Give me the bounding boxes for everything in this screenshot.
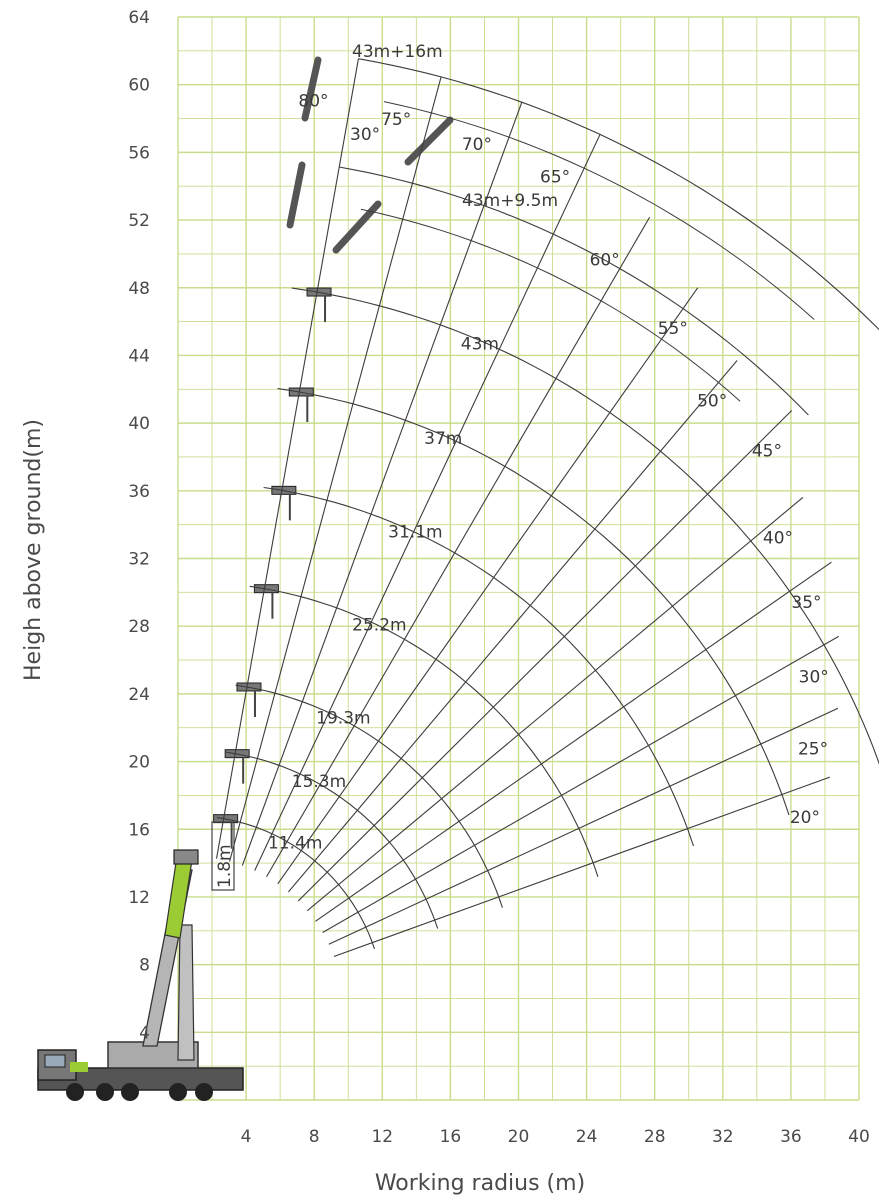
boom-length-arcs [216, 58, 879, 950]
angle-label: 55° [658, 319, 688, 339]
y-tick-label: 56 [128, 143, 150, 163]
y-tick-label: 44 [128, 346, 150, 366]
angle-line [266, 216, 651, 878]
boom-length-label: 11.4m [268, 834, 322, 854]
jib-angle-label: 30° [350, 125, 380, 145]
boom-length-label: 43m [461, 334, 499, 354]
angle-line [229, 76, 442, 862]
boom-length-label: 31.1m [388, 522, 442, 542]
angle-label: 40° [763, 528, 793, 548]
x-tick-label: 32 [712, 1127, 734, 1147]
y-tick-label: 4 [139, 1023, 150, 1043]
x-tick-label: 20 [508, 1127, 530, 1147]
y-tick-label: 16 [128, 820, 150, 840]
boom-length-arc [216, 817, 376, 950]
wheel [96, 1083, 114, 1101]
jib-arc-inner [360, 208, 741, 402]
x-axis-ticks: 4 8 12 16 20 24 28 32 36 40 [241, 1127, 870, 1147]
angle-label: 60° [590, 250, 620, 270]
y-tick-label: 20 [128, 753, 150, 773]
angle-label: 75° [381, 110, 411, 130]
y-tick-label: 32 [128, 550, 150, 570]
jib-section [301, 56, 322, 122]
y-tick-label: 36 [128, 482, 150, 502]
wheel [121, 1083, 139, 1101]
boom-length-arc [263, 486, 695, 847]
boom-length-arc [249, 585, 599, 877]
y-axis-title: Heigh above ground(m) [21, 419, 46, 681]
angle-label: 30° [799, 667, 829, 687]
x-tick-label: 40 [848, 1127, 870, 1147]
angle-label: 35° [791, 593, 821, 613]
angle-label: 70° [462, 135, 492, 155]
jib-offset-label: 1.8m [215, 844, 235, 888]
jib-config-label: 43m+16m [352, 42, 443, 62]
boom-length-label: 19.3m [316, 709, 370, 729]
green-stripe [70, 1062, 88, 1072]
boom-base-back [177, 924, 195, 1061]
cab-window [44, 1054, 66, 1068]
angle-line [297, 409, 793, 902]
angle-label: 65° [540, 167, 570, 187]
jib-section [286, 161, 306, 229]
wheel [66, 1083, 84, 1101]
y-tick-label: 52 [128, 211, 150, 231]
jib-arc [339, 166, 809, 416]
wheel [169, 1083, 187, 1101]
jib-section [332, 200, 382, 254]
angle-line [241, 102, 523, 866]
x-tick-label: 24 [576, 1127, 598, 1147]
x-tick-label: 16 [440, 1127, 462, 1147]
angle-label: 80° [298, 92, 328, 112]
boom-length-arc [226, 751, 439, 929]
angle-label: 45° [752, 441, 782, 461]
y-tick-label: 8 [139, 956, 150, 976]
x-tick-label: 4 [241, 1127, 252, 1147]
angle-line [215, 58, 359, 859]
jib-section [404, 116, 454, 166]
x-tick-label: 8 [309, 1127, 320, 1147]
jib-arc [358, 58, 879, 331]
angle-line [333, 776, 831, 958]
x-axis-title: Working radius (m) [375, 1171, 585, 1196]
y-tick-label: 48 [128, 279, 150, 299]
x-tick-label: 12 [371, 1127, 393, 1147]
angle-line [328, 707, 839, 945]
boom-length-arc [277, 388, 790, 816]
boom-tips [213, 56, 454, 849]
y-tick-label: 12 [128, 888, 150, 908]
curve-labels: 80° 75° 70° 65° 60° 55° 50° 45° 40° 35° 30° 25° 20° 1… [268, 42, 829, 854]
angle-line [287, 360, 738, 893]
angle-label: 50° [697, 391, 727, 411]
jib-config-label: 43m+9.5m [462, 191, 558, 211]
crane-truck [37, 849, 244, 1101]
boom-length-label: 25.2m [352, 616, 406, 636]
boom-length-label: 37m [424, 429, 462, 449]
angle-label: 25° [798, 739, 828, 759]
y-tick-label: 60 [128, 76, 150, 96]
jib-offset-marker: 1.8m [211, 821, 235, 891]
y-tick-label: 28 [128, 617, 150, 637]
y-tick-label: 24 [128, 685, 150, 705]
x-tick-label: 36 [780, 1127, 802, 1147]
angle-label: 20° [790, 808, 820, 828]
boom-head [173, 849, 199, 865]
wheel [195, 1083, 213, 1101]
angle-lines [215, 58, 839, 958]
grid [177, 16, 860, 1101]
boom-length-label: 15.3m [292, 772, 346, 792]
angle-line [322, 635, 839, 933]
y-tick-label: 64 [128, 8, 150, 28]
angle-line [254, 134, 601, 871]
angle-line [277, 287, 699, 885]
x-tick-label: 28 [644, 1127, 666, 1147]
boom-length-arc [291, 287, 879, 765]
angle-line [315, 561, 832, 922]
boom-length-arc [235, 684, 503, 908]
y-tick-label: 40 [128, 414, 150, 434]
jib-arc-inner [383, 101, 815, 320]
